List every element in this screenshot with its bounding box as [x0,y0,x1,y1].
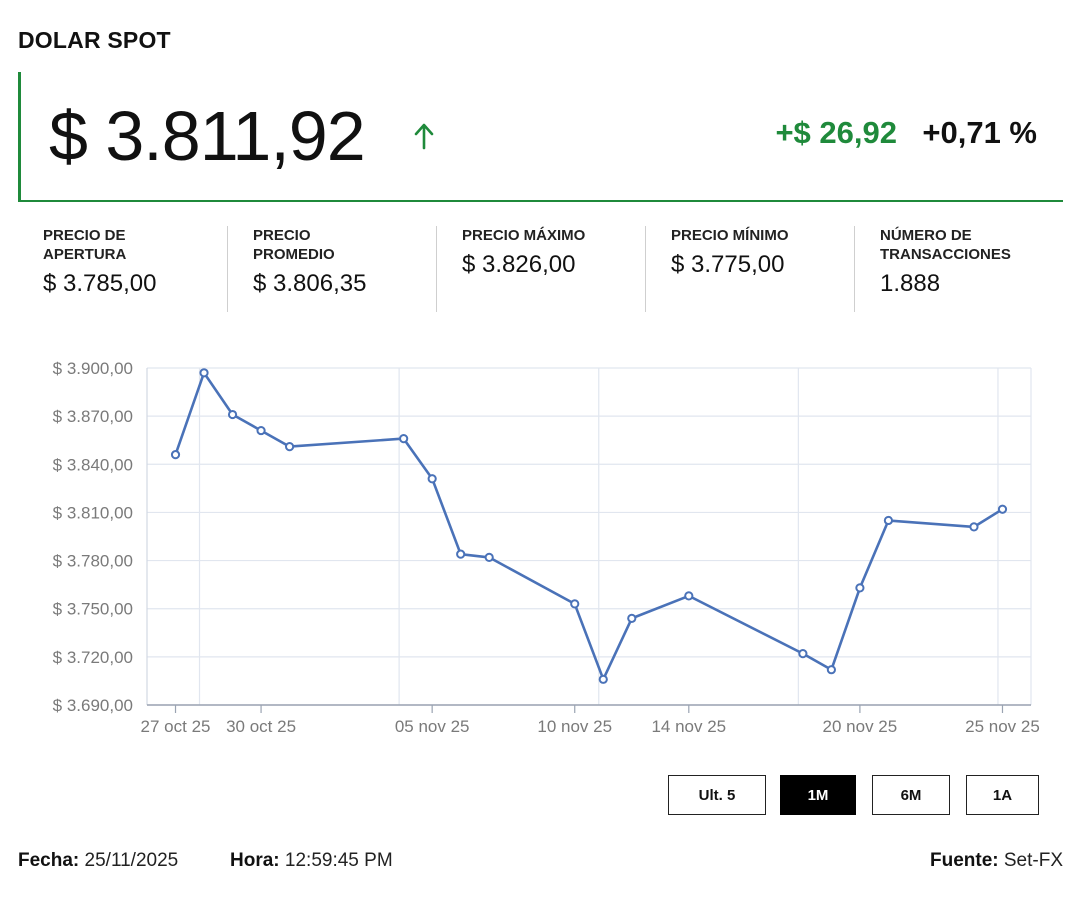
y-tick-label: $ 3.690,00 [53,696,133,715]
stat-value: $ 3.806,35 [253,270,367,297]
y-tick-label: $ 3.720,00 [53,648,133,667]
price-panel: $ 3.811,92 +$ 26,92 +0,71 % [18,72,1063,202]
data-point [227,409,238,420]
fuente-value: Set-FX [1003,850,1063,871]
data-point [256,425,266,436]
x-tick-label: 30 oct 25 [226,717,296,736]
price-chart: $ 3.690,00 $ 3.720,00 $ 3.750,00 $ 3.780,00… [0,350,1080,750]
data-point [170,450,181,460]
footer-time: Hora: 12:59:45 PM [230,850,393,872]
stat-label: PRECIO PROMEDIO [253,227,335,263]
fuente-label: Fuente: [929,850,999,871]
x-tick-label: 05 nov 25 [395,717,470,736]
y-tick-label: $ 3.870,00 [53,407,133,426]
x-tick-label: 14 nov 25 [651,717,726,736]
stat-value: $ 3.785,00 [43,270,157,297]
stat-label: PRECIO MÍNIMO [671,227,789,244]
x-tick-label: 25 nov 25 [965,717,1040,736]
hora-label: Hora: [230,850,280,871]
fecha-label: Fecha: [18,850,80,871]
stat-average: PRECIO PROMEDIO $ 3.806,35 [227,226,436,312]
data-point [684,591,694,601]
stat-opening: PRECIO DE APERTURA $ 3.785,00 [18,226,227,312]
data-point [826,665,836,675]
y-tick-label: $ 3.750,00 [53,600,133,619]
data-point [484,552,494,562]
stat-value: $ 3.826,00 [462,251,576,278]
arrow-up-icon [414,123,434,150]
x-tick-label: 20 nov 25 [823,717,898,736]
data-point [284,442,295,452]
y-tick-label: $ 3.900,00 [53,359,133,378]
y-tick-label: $ 3.780,00 [53,552,133,571]
stat-transactions: NÚMERO DE TRANSACCIONES 1.888 [854,226,1063,312]
stat-min: PRECIO MÍNIMO $ 3.775,00 [645,226,854,312]
data-point [627,613,637,623]
stat-label: PRECIO DE APERTURA [43,227,127,263]
data-point [456,549,466,559]
stat-label: PRECIO MÁXIMO [462,227,586,244]
data-point [997,504,1008,514]
range-button-ult5[interactable]: Ult. 5 [668,775,766,815]
page-title: DOLAR SPOT [18,27,171,53]
change-percent: +0,71 % [922,115,1037,150]
range-button-1m[interactable]: 1M [780,775,856,815]
footer-date: Fecha: 25/11/2025 [18,850,178,872]
data-point [883,515,894,526]
data-point [570,599,580,609]
range-button-1a[interactable]: 1A [966,775,1039,815]
hora-value: 12:59:45 PM [284,850,393,871]
stat-value: 1.888 [880,270,941,297]
change-absolute: +$ 26,92 [775,115,897,150]
series-line [174,371,1004,681]
x-tick-label: 10 nov 25 [537,717,612,736]
fecha-value: 25/11/2025 [84,850,179,871]
footer-source: Fuente: Set-FX [930,850,1063,872]
data-point [199,368,209,378]
data-point [969,522,979,532]
range-button-6m[interactable]: 6M [872,775,950,815]
stats-row: PRECIO DE APERTURA $ 3.785,00 PRECIO PRO… [18,226,1063,312]
data-point [855,583,865,593]
line-chart-svg: $ 3.690,00 $ 3.720,00 $ 3.750,00 $ 3.780,00… [53,359,1040,736]
y-tick-label: $ 3.810,00 [53,503,133,522]
x-tick-label: 27 oct 25 [141,717,211,736]
stat-label: NÚMERO DE TRANSACCIONES [880,227,1011,263]
data-point [598,674,608,684]
stat-value: $ 3.775,00 [671,251,785,278]
y-tick-label: $ 3.840,00 [53,455,133,474]
stat-max: PRECIO MÁXIMO $ 3.826,00 [436,226,645,312]
data-point [399,434,409,444]
data-point [798,649,808,659]
current-price: $ 3.811,92 [49,97,366,175]
data-point [427,474,437,484]
